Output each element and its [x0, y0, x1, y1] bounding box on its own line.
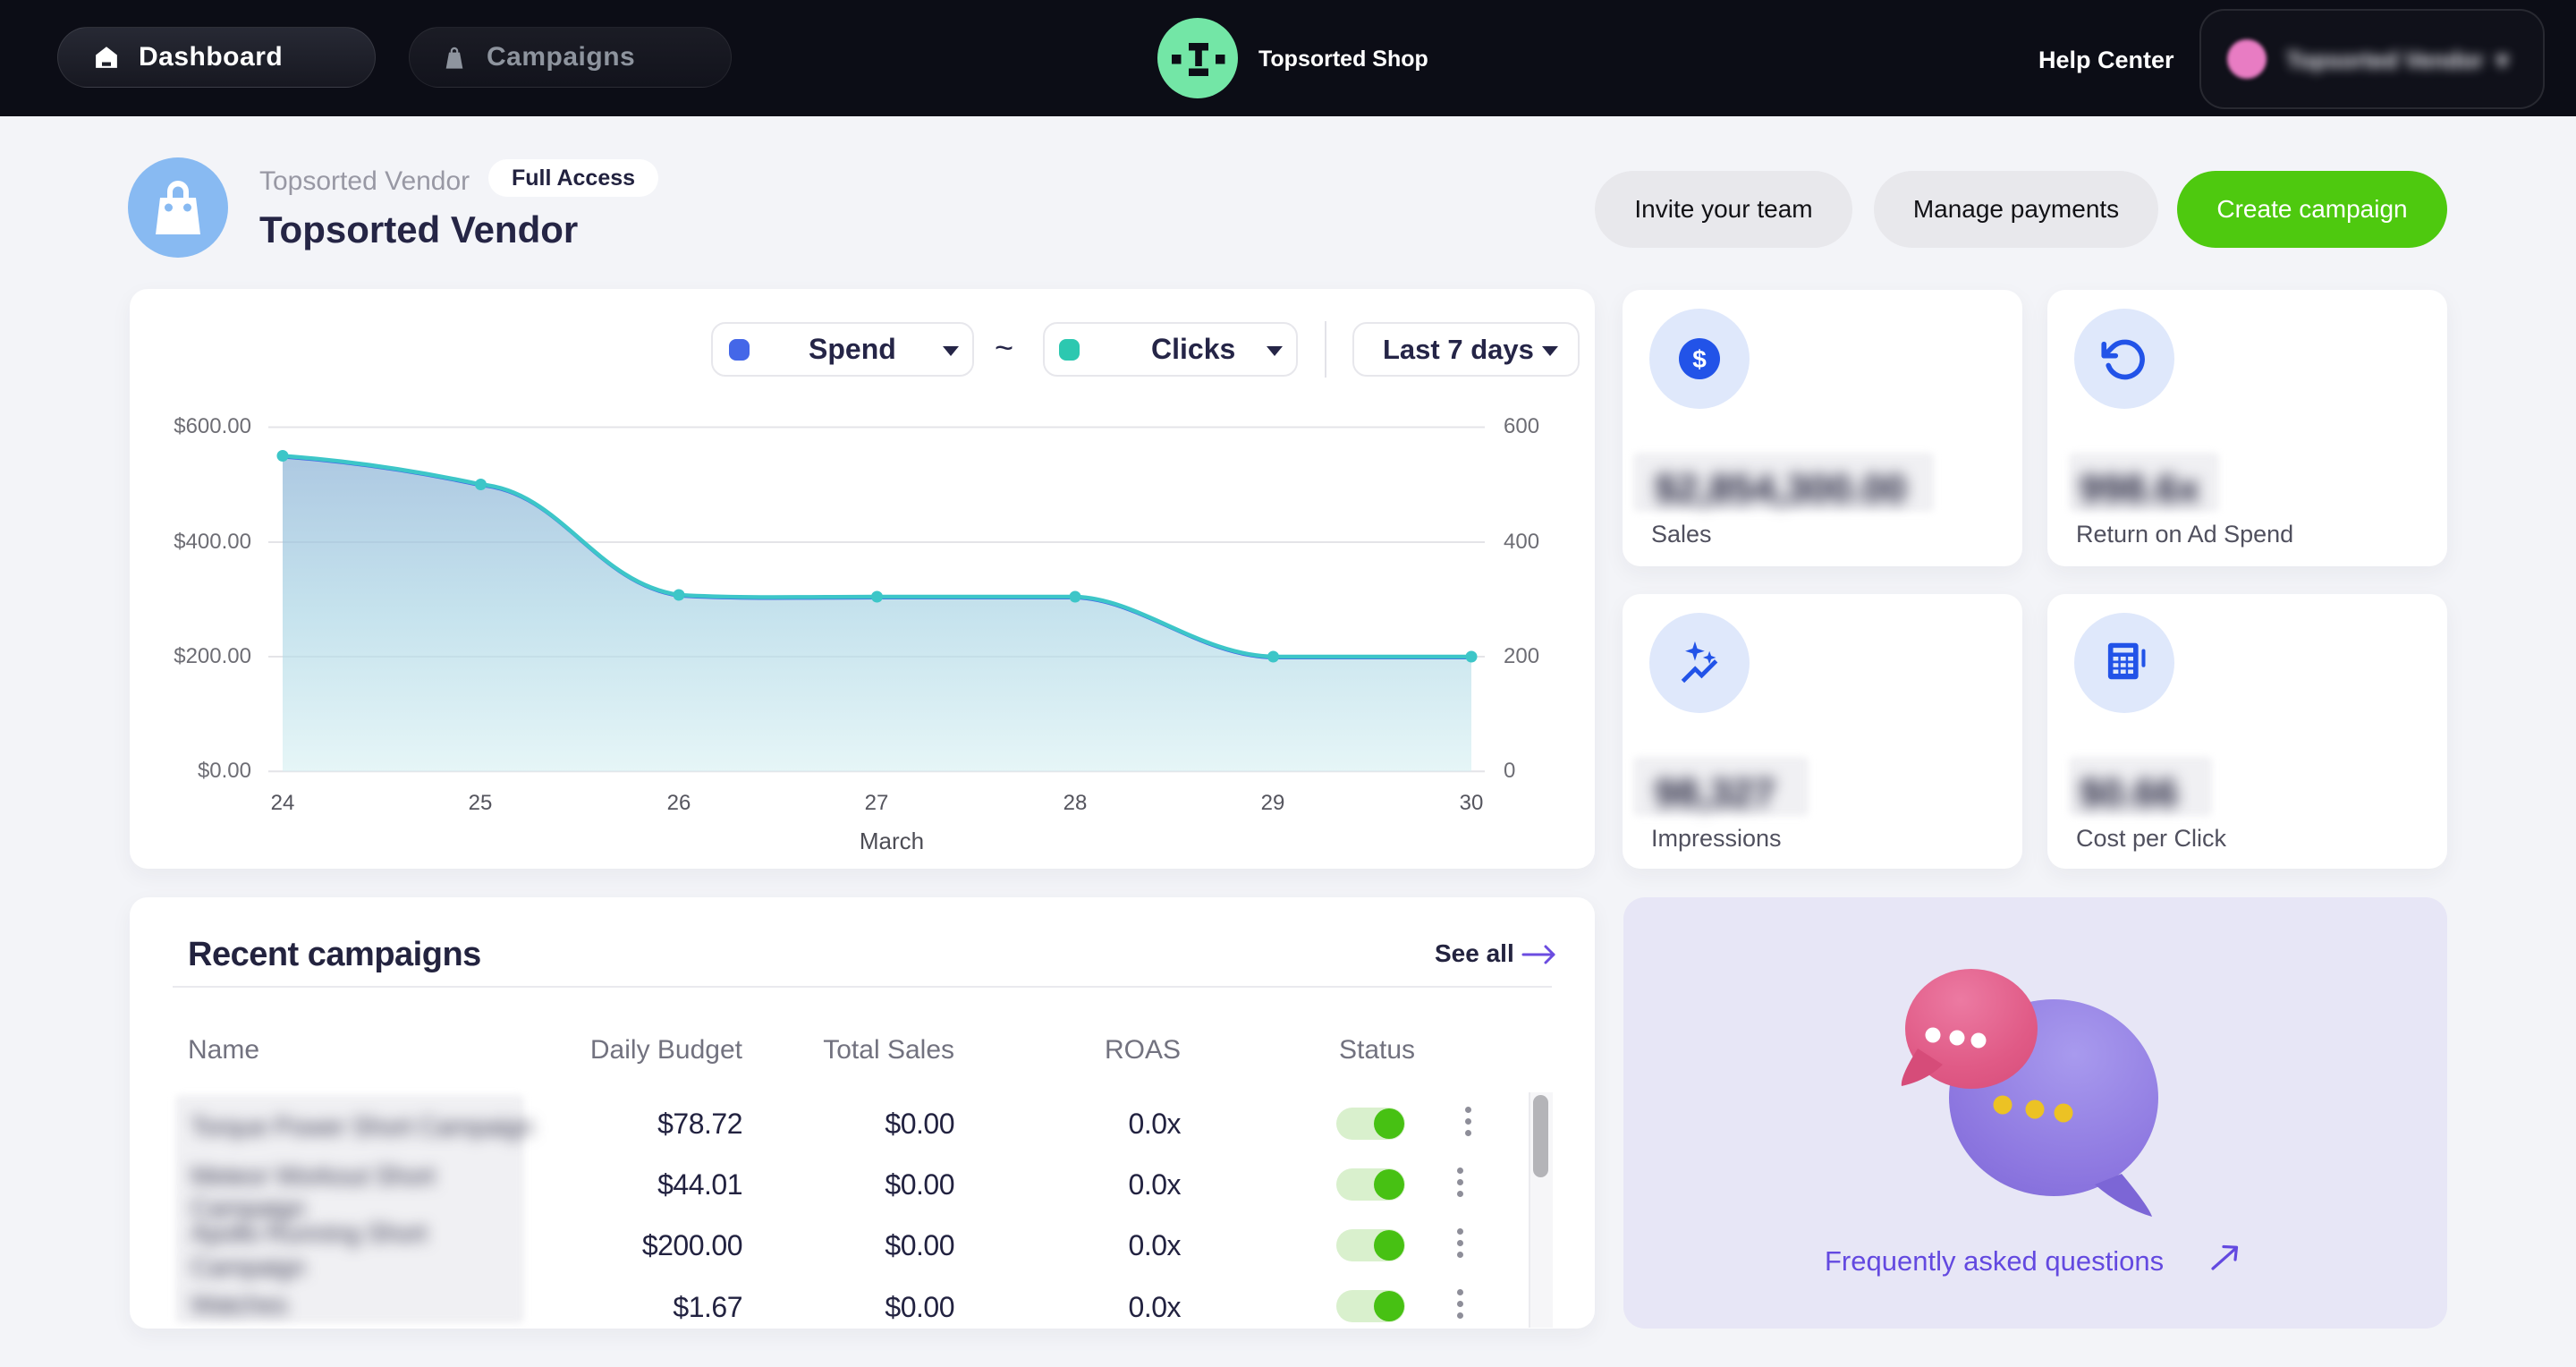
svg-text:$: $: [1692, 345, 1707, 373]
